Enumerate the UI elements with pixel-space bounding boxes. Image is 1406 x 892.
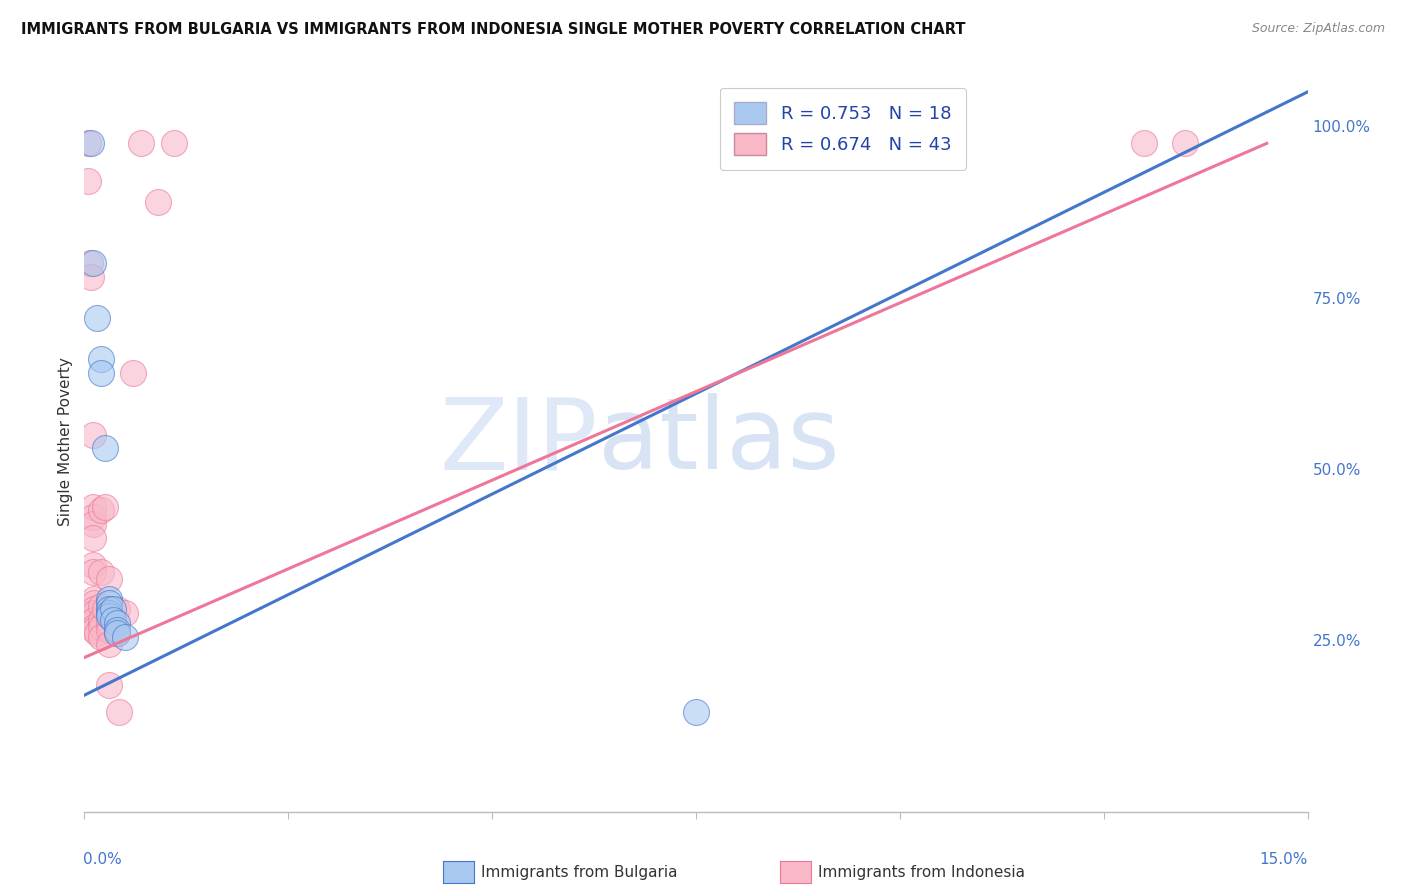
Point xyxy=(97,572,120,586)
Point xyxy=(97,616,120,631)
Point xyxy=(90,565,112,579)
Point xyxy=(97,602,120,616)
Point xyxy=(114,606,136,620)
Point xyxy=(83,613,105,627)
Text: Immigrants from Bulgaria: Immigrants from Bulgaria xyxy=(481,865,678,880)
Point xyxy=(97,623,120,637)
Point xyxy=(1133,136,1156,151)
Point xyxy=(101,613,124,627)
Point xyxy=(90,352,112,367)
Point xyxy=(97,596,120,610)
Point xyxy=(93,442,115,456)
Point xyxy=(163,136,186,151)
Point xyxy=(93,602,115,616)
Point xyxy=(77,136,100,151)
Point xyxy=(82,565,104,579)
Point xyxy=(86,626,108,640)
Point xyxy=(90,630,112,644)
Point xyxy=(114,630,136,644)
Point xyxy=(97,602,120,616)
Point xyxy=(83,592,105,607)
Point xyxy=(90,503,112,517)
Point xyxy=(82,427,104,442)
Point xyxy=(105,623,128,637)
Point xyxy=(82,500,104,514)
Point xyxy=(82,516,104,531)
Point xyxy=(685,706,707,720)
Point xyxy=(82,558,104,572)
Point xyxy=(83,606,105,620)
Text: 15.0%: 15.0% xyxy=(1260,852,1308,866)
Text: 0.0%: 0.0% xyxy=(83,852,122,866)
Point xyxy=(82,531,104,545)
Point xyxy=(82,510,104,524)
Point xyxy=(1174,136,1197,151)
Point xyxy=(90,619,112,633)
Point xyxy=(146,194,169,209)
Point xyxy=(90,613,112,627)
Point xyxy=(97,606,120,620)
Y-axis label: Single Mother Poverty: Single Mother Poverty xyxy=(58,357,73,526)
Point xyxy=(83,619,105,633)
Point xyxy=(83,602,105,616)
Text: Immigrants from Indonesia: Immigrants from Indonesia xyxy=(818,865,1025,880)
Text: atlas: atlas xyxy=(598,393,839,490)
Point xyxy=(83,623,105,637)
Point xyxy=(86,311,108,326)
Text: Source: ZipAtlas.com: Source: ZipAtlas.com xyxy=(1251,22,1385,36)
Point xyxy=(77,174,100,188)
Point xyxy=(122,366,145,380)
Point xyxy=(79,256,101,270)
Point xyxy=(97,678,120,692)
Point xyxy=(97,609,120,624)
Text: ZIP: ZIP xyxy=(440,393,598,490)
Point xyxy=(107,706,129,720)
Point xyxy=(80,136,103,151)
Point xyxy=(83,596,105,610)
Point xyxy=(105,602,128,616)
Point xyxy=(105,626,128,640)
Legend: R = 0.753   N = 18, R = 0.674   N = 43: R = 0.753 N = 18, R = 0.674 N = 43 xyxy=(720,87,966,169)
Point xyxy=(90,366,112,380)
Text: IMMIGRANTS FROM BULGARIA VS IMMIGRANTS FROM INDONESIA SINGLE MOTHER POVERTY CORR: IMMIGRANTS FROM BULGARIA VS IMMIGRANTS F… xyxy=(21,22,966,37)
Point xyxy=(90,599,112,613)
Point xyxy=(97,592,120,607)
Point xyxy=(105,616,128,631)
Point xyxy=(101,602,124,616)
Point xyxy=(82,256,104,270)
Point xyxy=(97,637,120,651)
Point xyxy=(93,500,115,514)
Point xyxy=(105,626,128,640)
Point xyxy=(131,136,153,151)
Point xyxy=(80,270,103,285)
